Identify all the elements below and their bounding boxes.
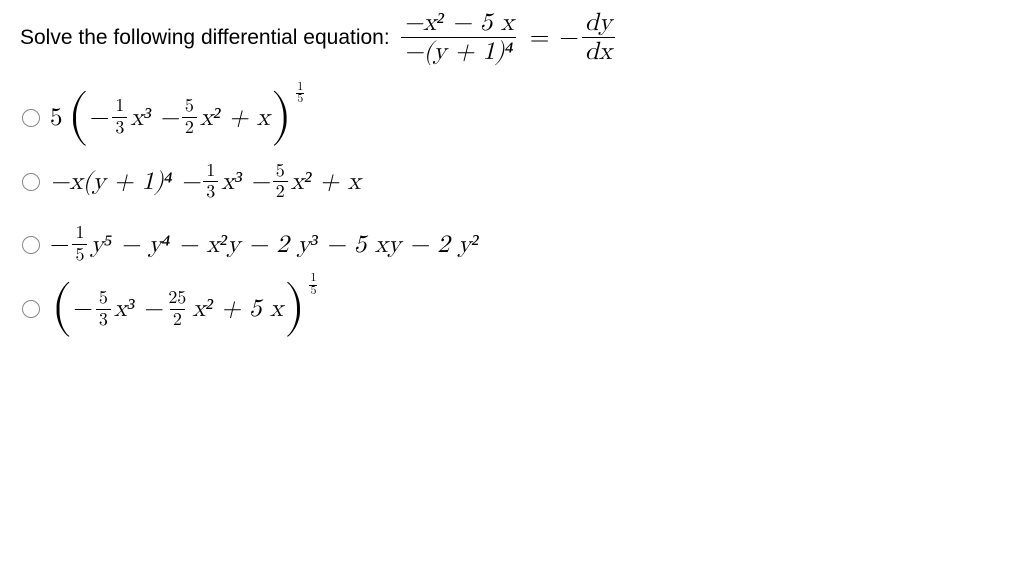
radio-icon[interactable] <box>22 173 40 191</box>
eq-rhs-sign: − <box>559 23 578 53</box>
option-c-math: − 1 5 y⁵ − y⁴ − x²y − 2 y³ − 5 xy − 2 y² <box>50 224 479 265</box>
eq-rhs-num: dy <box>585 10 612 35</box>
option-b[interactable]: −x(y + 1)⁴ − 1 3 x³ − 5 2 x² + x <box>22 162 1004 203</box>
option-d-math: ( − 5 3 x³ − 25 2 x² + 5 x ) 1 <box>50 287 317 331</box>
radio-icon[interactable] <box>22 236 40 254</box>
prompt-label: Solve the following differential equatio… <box>20 26 390 50</box>
eq-sign: = <box>530 23 549 53</box>
radio-icon[interactable] <box>22 300 40 318</box>
option-c[interactable]: − 1 5 y⁵ − y⁴ − x²y − 2 y³ − 5 xy − 2 y² <box>22 224 1004 265</box>
option-a-math: 5 ( − 1 3 x³ − 5 2 x² + x ) <box>50 96 304 140</box>
eq-lhs-den: −(y + 1)⁴ <box>404 39 513 64</box>
option-a[interactable]: 5 ( − 1 3 x³ − 5 2 x² + x ) <box>22 96 1004 140</box>
option-b-math: −x(y + 1)⁴ − 1 3 x³ − 5 2 x² + x <box>50 162 361 203</box>
eq-rhs-den: dx <box>585 39 612 64</box>
option-d[interactable]: ( − 5 3 x³ − 25 2 x² + 5 x ) 1 <box>22 287 1004 331</box>
prompt-equation: −x² − 5 x −(y + 1)⁴ = − dy dx <box>398 10 618 66</box>
options-list: 5 ( − 1 3 x³ − 5 2 x² + x ) <box>20 96 1004 332</box>
eq-lhs-num: −x² − 5 x <box>404 10 514 35</box>
question-prompt: Solve the following differential equatio… <box>20 10 1004 66</box>
radio-icon[interactable] <box>22 109 40 127</box>
